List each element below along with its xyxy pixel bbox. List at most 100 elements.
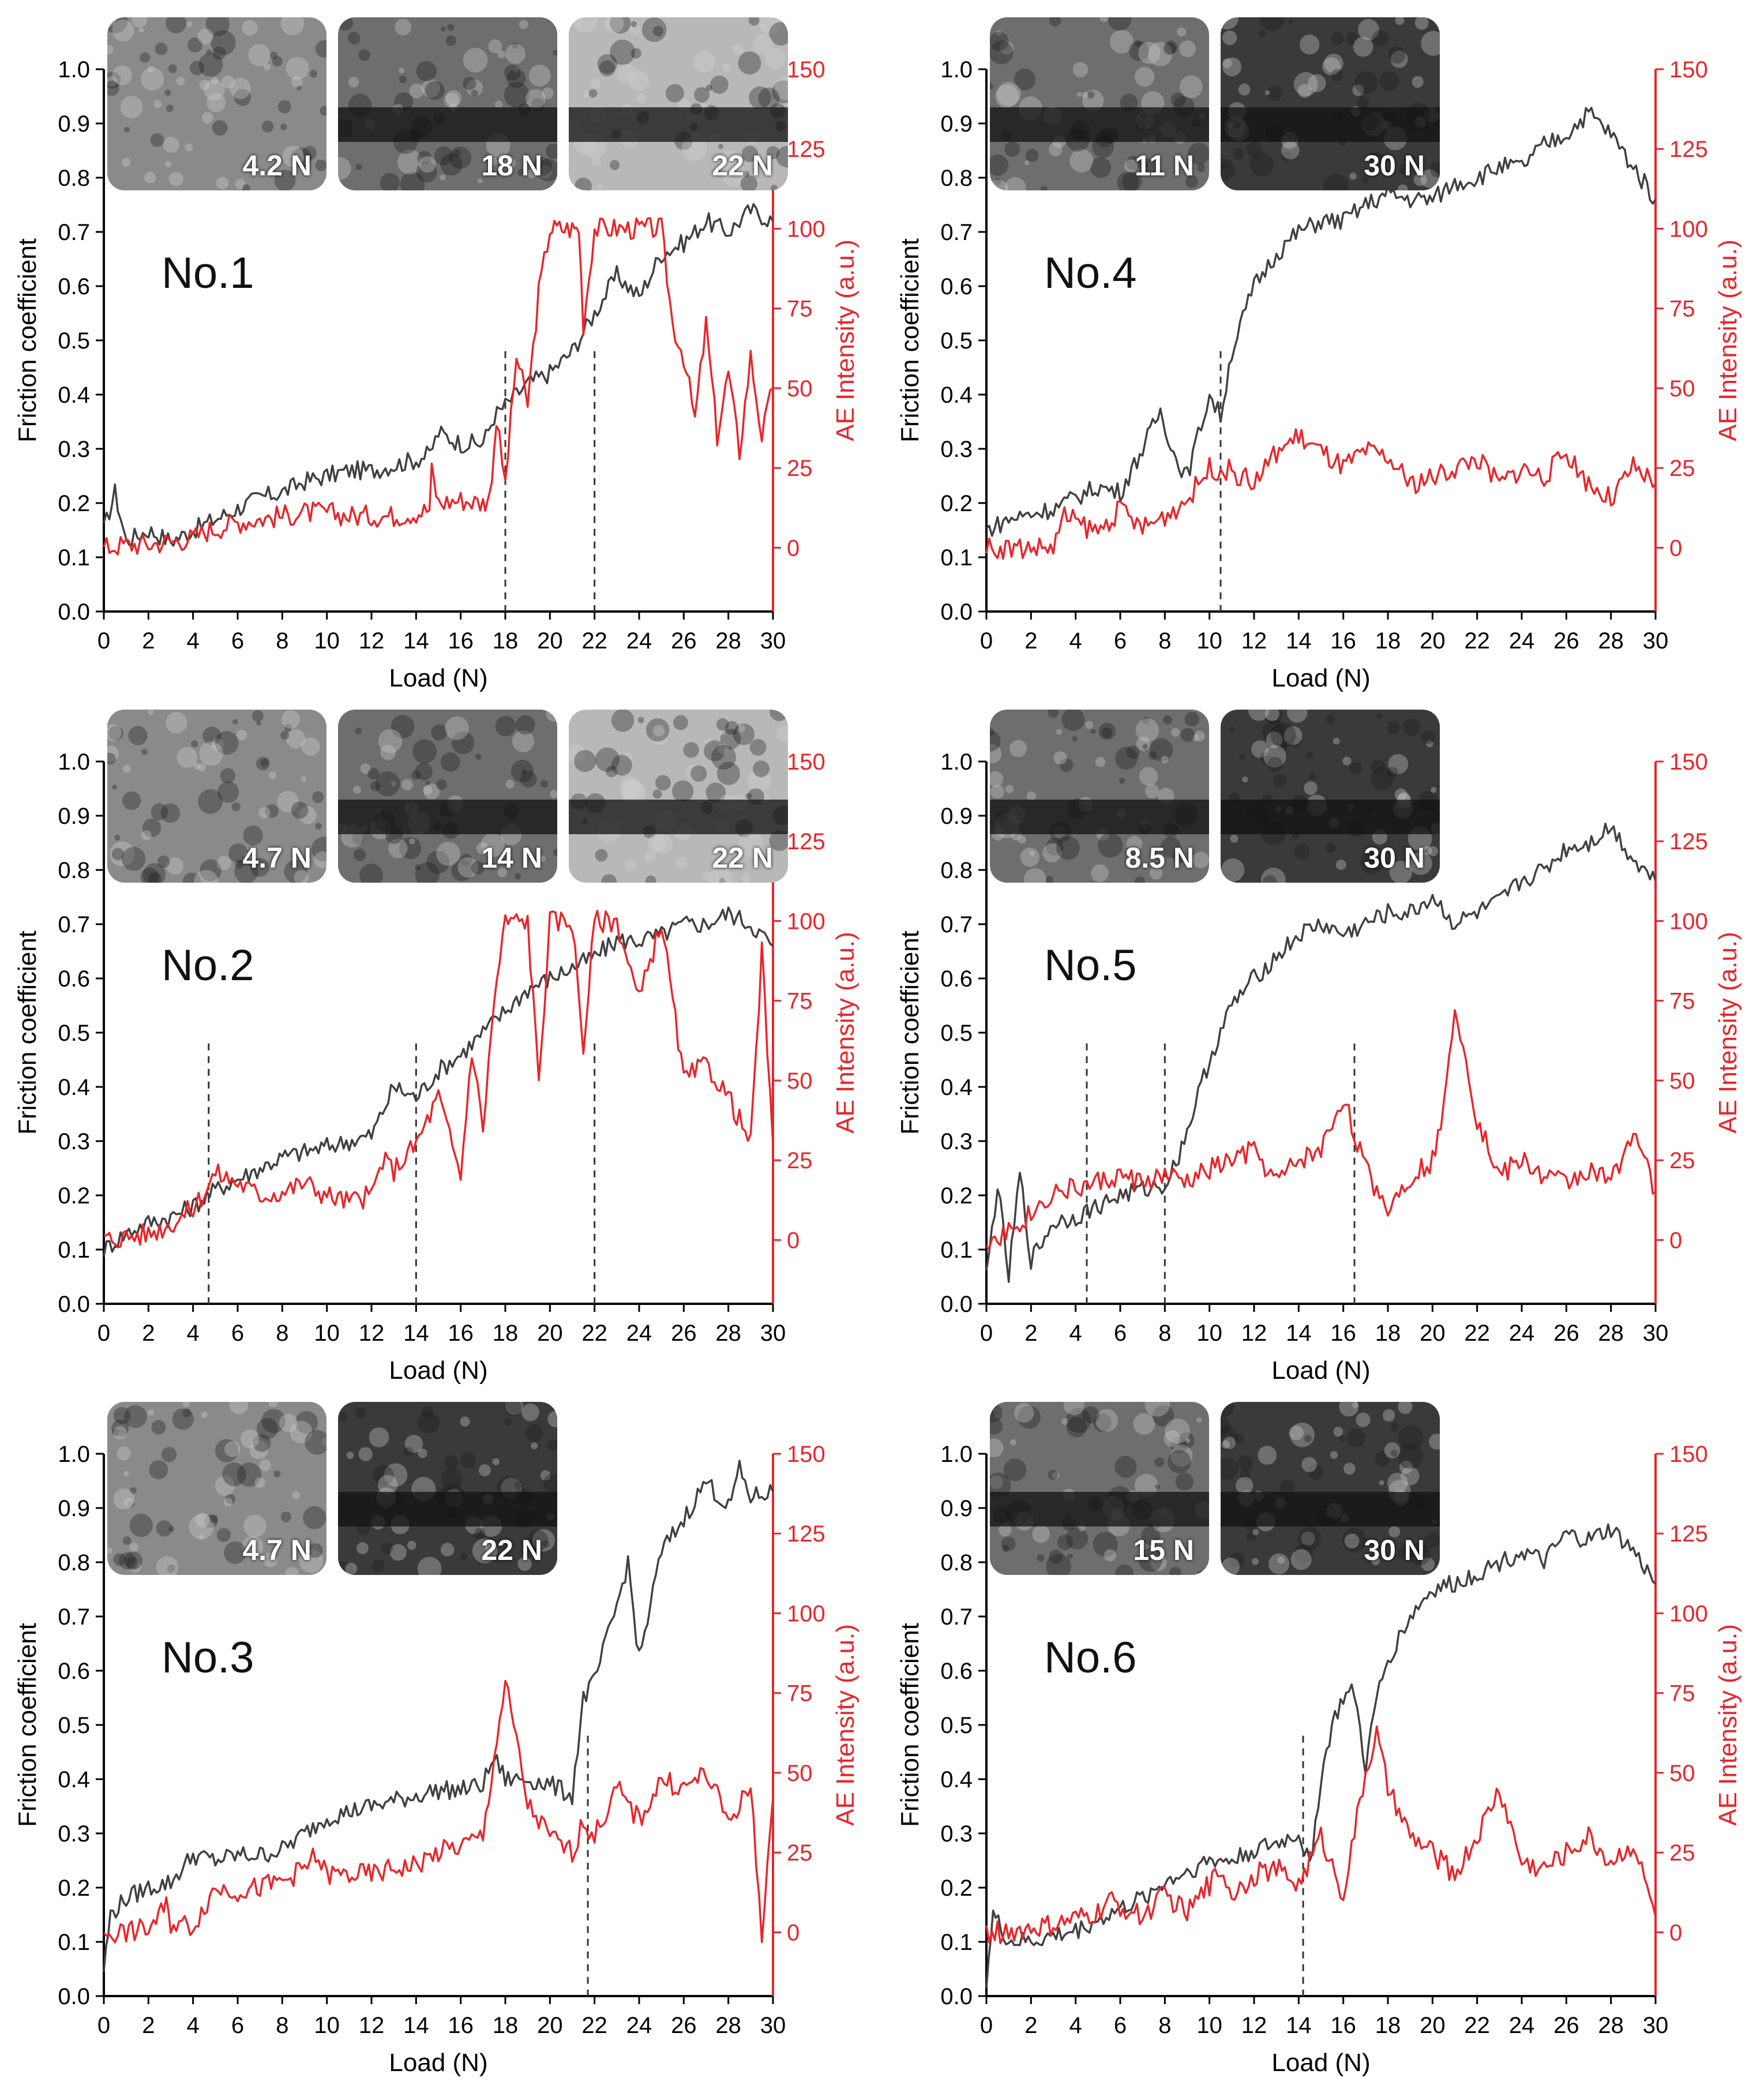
micrograph-grain (1349, 762, 1362, 775)
micrograph-grain (526, 89, 546, 109)
micrograph-grain (1376, 712, 1383, 719)
micrograph-grain (990, 1472, 1011, 1498)
micrograph-grain (1122, 171, 1142, 190)
micrograph-grain (1263, 745, 1286, 768)
micrograph-grain (1223, 1436, 1236, 1449)
micrograph-grain (224, 1441, 241, 1457)
no5-sample-label: No.5 (1044, 941, 1137, 990)
micrograph-grain (1082, 1406, 1099, 1424)
no6-x-tick-label: 10 (1196, 2013, 1222, 2038)
micrograph-grain (477, 178, 483, 183)
micrograph-grain (610, 17, 631, 34)
micrograph-grain (471, 89, 478, 97)
micrograph-grain (1014, 68, 1036, 91)
micrograph-grain (1119, 778, 1125, 784)
micrograph-grain (1134, 67, 1155, 87)
micrograph-grain (478, 1464, 491, 1476)
micrograph-grain (147, 66, 155, 73)
micrograph-grain (176, 747, 198, 768)
no3-x-tick-label: 12 (359, 2013, 385, 2038)
no2-y-right-tick-label: 75 (787, 989, 813, 1014)
micrograph-grain (353, 786, 362, 794)
micrograph-grain (114, 834, 121, 841)
micrograph-grain (243, 826, 263, 846)
micrograph-grain (1305, 751, 1313, 759)
no1-y-right-tick-label: 75 (787, 297, 813, 322)
micrograph-grain (401, 779, 414, 791)
no1-y-right-tick-label: 150 (787, 57, 825, 82)
micrograph-grain (533, 157, 553, 177)
micrograph-grain (475, 753, 482, 760)
micrograph-grain (417, 1411, 440, 1434)
no5-x-tick-label: 0 (980, 1321, 993, 1346)
no6-y-left-tick-label: 0.6 (940, 1659, 973, 1684)
no5-x-tick-label: 30 (1643, 1321, 1669, 1346)
micrograph-grain (547, 1411, 557, 1428)
micrograph-grain (107, 76, 118, 87)
micrograph-grain (527, 168, 537, 178)
micrograph-grain (1394, 788, 1408, 801)
micrograph-grain (1109, 29, 1134, 54)
micrograph-grain (1221, 158, 1235, 182)
no4-x-tick-label: 24 (1509, 628, 1535, 654)
no2-y-left-tick-label: 0.5 (58, 1021, 90, 1046)
micrograph-grain (168, 64, 177, 73)
micrograph-grain (1388, 1525, 1401, 1537)
micrograph-grain (130, 1487, 137, 1494)
micrograph-grain (611, 710, 635, 732)
micrograph-grain (1042, 843, 1062, 862)
no1-micrograph-texture (569, 17, 788, 190)
micrograph-scratch-band (990, 1492, 1209, 1526)
micrograph-grain (575, 177, 592, 190)
micrograph-grain (1354, 70, 1378, 95)
no2-x-tick-label: 20 (537, 1321, 563, 1346)
no6-y-left-tick-label: 0.2 (940, 1876, 973, 1901)
micrograph-grain (515, 1480, 524, 1490)
micrograph-grain (623, 752, 632, 762)
no6-y-left-tick-label: 0.9 (940, 1496, 973, 1521)
no6-micrograph-1: 15 N (990, 1402, 1209, 1575)
micrograph-scratch-band (338, 107, 557, 142)
no2-y-right-tick-label: 25 (787, 1148, 813, 1173)
no2-x-tick-label: 18 (493, 1321, 519, 1346)
micrograph-grain (228, 843, 248, 863)
micrograph-grain (1401, 1466, 1420, 1486)
micrograph-grain (1052, 1472, 1060, 1479)
micrograph-grain (338, 157, 351, 180)
micrograph-grain (269, 51, 277, 59)
no2-y-left-tick-label: 0.2 (58, 1183, 90, 1209)
micrograph-grain (1222, 57, 1242, 77)
micrograph-grain (451, 732, 475, 755)
micrograph-grain (242, 20, 258, 36)
micrograph-grain (769, 22, 788, 46)
micrograph-grain (112, 65, 132, 85)
no6-x-tick-label: 16 (1330, 2013, 1356, 2038)
micrograph-grain (681, 136, 707, 162)
micrograph-grain (1258, 1446, 1277, 1465)
micrograph-grain (216, 177, 229, 190)
micrograph-grain (1066, 1408, 1091, 1433)
micrograph-grain (770, 710, 788, 721)
no1-y-right-tick-label: 25 (787, 456, 813, 481)
micrograph-grain (770, 185, 778, 190)
micrograph-grain (492, 1458, 500, 1466)
micrograph-grain (1246, 1531, 1257, 1542)
no6-x-tick-label: 8 (1158, 2013, 1171, 2038)
no3-y-left-tick-label: 0.8 (58, 1550, 90, 1576)
micrograph-grain (990, 40, 1014, 65)
micrograph-scratch-band (569, 800, 788, 834)
micrograph-grain (1165, 1418, 1191, 1444)
micrograph-grain (311, 837, 326, 862)
no1-x-tick-label: 4 (187, 628, 200, 654)
micrograph-grain (1185, 175, 1199, 188)
micrograph-grain (395, 18, 412, 36)
no4-x-tick-label: 0 (980, 628, 993, 654)
micrograph-grain (1063, 1402, 1084, 1416)
micrograph-grain (261, 121, 274, 133)
no3-y-right-tick-label: 150 (787, 1442, 825, 1467)
micrograph-grain (1115, 1564, 1134, 1575)
micrograph-grain (123, 1498, 134, 1507)
micrograph-grain (320, 106, 326, 116)
micrograph-grain (1067, 1553, 1073, 1559)
micrograph-grain (1180, 75, 1203, 99)
